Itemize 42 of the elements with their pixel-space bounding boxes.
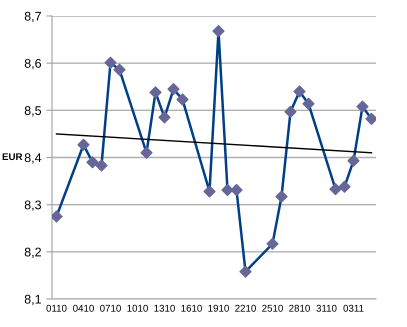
point xyxy=(86,156,99,168)
x-tick-label: 3110 xyxy=(316,304,337,312)
point xyxy=(275,190,288,203)
point xyxy=(239,266,252,278)
x-tick-label: 0110 xyxy=(46,304,67,312)
point xyxy=(203,185,216,198)
x-tick-label: 2210 xyxy=(235,304,256,312)
y-tick-label: 8,2 xyxy=(24,248,41,258)
point xyxy=(140,146,153,159)
y-tick-label: 8,4 xyxy=(24,153,42,164)
point xyxy=(158,111,171,124)
y-tick-label: 8,3 xyxy=(24,200,42,211)
y-tick-label: 8,6 xyxy=(24,58,42,70)
point xyxy=(347,154,360,167)
point xyxy=(95,159,108,172)
point xyxy=(284,106,297,118)
point xyxy=(329,183,342,196)
point xyxy=(212,25,225,38)
point xyxy=(266,238,279,250)
x-tick-label: 1010 xyxy=(127,304,148,312)
point xyxy=(176,93,189,106)
x-tick-label: 1610 xyxy=(181,304,202,312)
x-tick-label: 1910 xyxy=(208,304,229,312)
x-tick-label: 2510 xyxy=(262,304,283,312)
point xyxy=(113,64,126,76)
point xyxy=(149,86,162,98)
y-tick-label: 8,7 xyxy=(24,12,41,22)
point xyxy=(338,180,351,193)
y-tick-label: 8,1 xyxy=(24,294,41,306)
x-tick-label: 0410 xyxy=(73,304,94,312)
x-tick-label: 2810 xyxy=(289,304,310,312)
y-axis-title: EUR xyxy=(2,153,22,160)
point xyxy=(167,83,180,96)
y-tick-label: 8,5 xyxy=(24,106,42,116)
x-tick-label: 1310 xyxy=(154,304,175,312)
point xyxy=(302,98,315,110)
point xyxy=(104,56,117,69)
x-tick-label: 0710 xyxy=(100,304,121,312)
point xyxy=(356,100,369,113)
point xyxy=(293,85,306,98)
x-tick-label: 0311 xyxy=(343,304,364,312)
point xyxy=(77,138,90,151)
